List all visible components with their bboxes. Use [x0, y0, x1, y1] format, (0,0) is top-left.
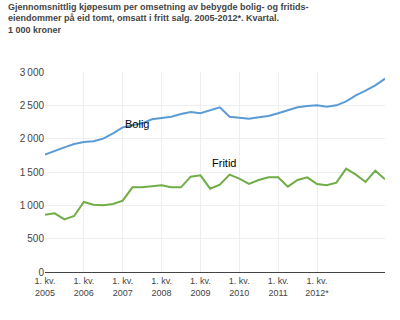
svg-text:Bolig: Bolig [125, 118, 149, 130]
svg-text:Gjennomsnittlig kjøpesum per o: Gjennomsnittlig kjøpesum per omsetning a… [8, 2, 309, 35]
svg-text:1. kv.2012*: 1. kv.2012* [305, 276, 329, 298]
svg-text:1 500: 1 500 [20, 167, 45, 178]
svg-text:2 500: 2 500 [20, 100, 45, 111]
svg-text:3 000: 3 000 [20, 67, 45, 78]
svg-text:1. kv.2010: 1. kv.2010 [229, 276, 250, 298]
svg-text:2 000: 2 000 [20, 133, 45, 144]
svg-text:1. kv.2009: 1. kv.2009 [190, 276, 211, 298]
svg-text:1. kv.2011: 1. kv.2011 [268, 276, 289, 298]
svg-text:Fritid: Fritid [212, 157, 236, 169]
svg-text:500: 500 [27, 233, 44, 244]
svg-text:1. kv.2007: 1. kv.2007 [112, 276, 133, 298]
svg-text:1. kv.2008: 1. kv.2008 [151, 276, 172, 298]
svg-text:1. kv.2005: 1. kv.2005 [35, 276, 56, 298]
svg-text:1. kv.2006: 1. kv.2006 [73, 276, 94, 298]
svg-text:0: 0 [38, 267, 44, 278]
svg-text:1 000: 1 000 [20, 200, 45, 211]
